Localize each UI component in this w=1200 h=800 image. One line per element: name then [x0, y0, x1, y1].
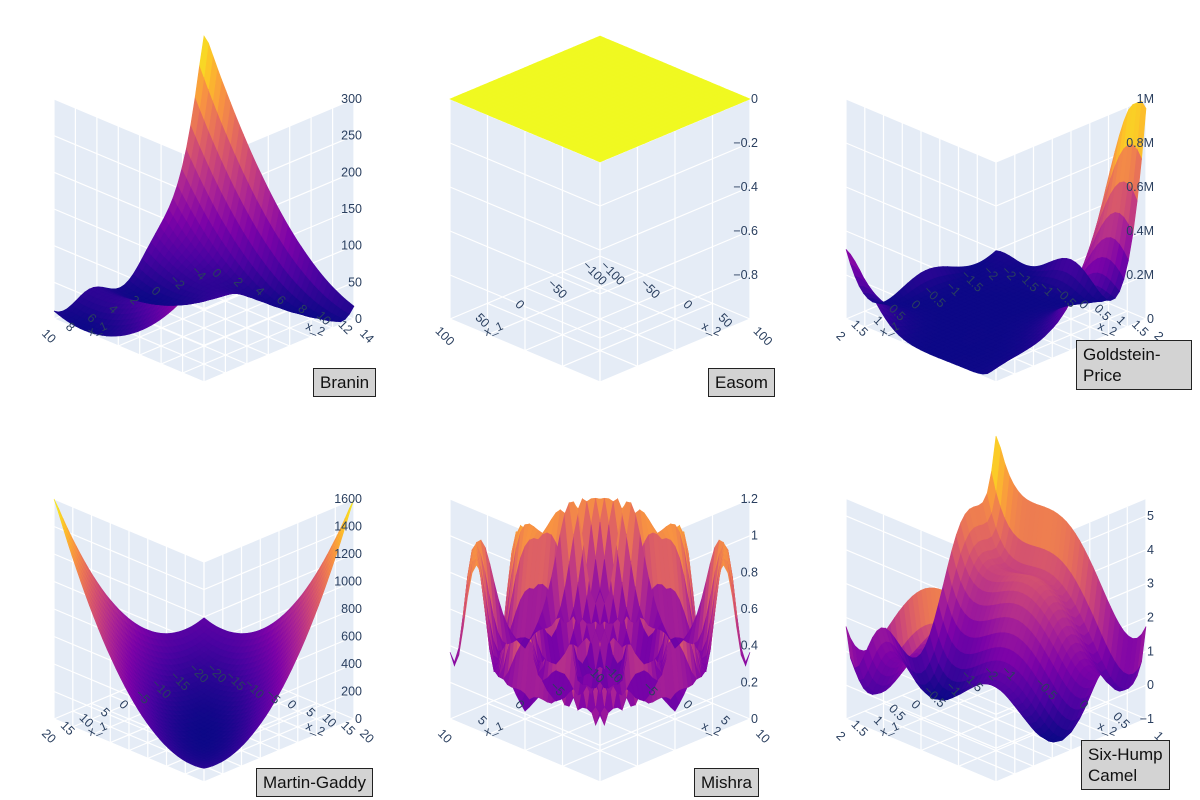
y-axis-title: x_2 — [304, 719, 327, 739]
x-axis-title: x_1 — [482, 319, 505, 339]
y-tick-label: 100 — [751, 324, 776, 349]
surface-cell — [990, 250, 1002, 256]
z-tick-label: 250 — [341, 129, 362, 143]
x-tick-label: 10 — [39, 326, 59, 346]
subplot-mishra[interactable]: −10 −5 0 5 10 −10 −5 0 5 10 0 0.2 0.4 0.6 0.8 1 1.2 x_1 x_… — [404, 408, 796, 800]
grid-line-z — [53, 718, 355, 783]
x-axis-title: x_1 — [86, 319, 109, 339]
grid-line-z — [449, 230, 751, 295]
grid-line-z — [53, 553, 355, 618]
z-tick-label: 0 — [1147, 312, 1154, 326]
z-tick-label: −0.8 — [733, 268, 758, 282]
y-tick-label: 20 — [357, 726, 377, 746]
z-tick-label: 600 — [341, 630, 362, 644]
z-tick-label: 400 — [341, 657, 362, 671]
z-tick-label: 0.2M — [1126, 268, 1154, 282]
grid-line-z — [449, 274, 751, 339]
z-tick-label: 0.8M — [1126, 136, 1154, 150]
z-tick-label: 1200 — [334, 547, 362, 561]
grid-line-y — [599, 162, 751, 383]
grid-line-y — [449, 99, 601, 320]
subplot-easom[interactable]: −100 −50 0 50 100 −100 −50 0 50 100 0 −0.2 −0.4 −0.6−… — [404, 8, 796, 400]
z-tick-label: 0 — [355, 312, 362, 326]
surface-mesh — [53, 498, 355, 769]
z-tick-label: −0.6 — [733, 224, 758, 238]
z-tick-label: 300 — [341, 92, 362, 106]
subplot-title: Martin-Gaddy — [256, 768, 373, 797]
z-tick-label: 1M — [1137, 92, 1154, 106]
z-tick-label: 0.6M — [1126, 180, 1154, 194]
z-tick-label: 200 — [341, 685, 362, 699]
grid-line-z — [845, 142, 1147, 207]
x-axis-title: x_1 — [86, 719, 109, 739]
grid-line-z — [449, 186, 751, 251]
surface-cell — [594, 35, 606, 41]
subplot-goldstein-price[interactable]: −2 −1.5 −1 −0.5 0 0.5 1 1.5 2 −2 −1.5 −1 −0.5 0 0.5 1 1.… — [800, 8, 1192, 400]
surface-mesh — [449, 35, 751, 163]
subplot-title: Branin — [313, 368, 377, 397]
x-axis-title: x_1 — [878, 319, 901, 339]
z-tick-label: 1600 — [334, 492, 362, 506]
grid-line-y — [486, 114, 638, 336]
z-tick-label: 0 — [751, 92, 758, 106]
subplot-martin-gaddy[interactable]: −20 −15 −10 −5 0 5 10 15 20 −20 −15 −10 −5 0 5 10 15 20 0 2… — [8, 408, 400, 800]
x-tick-label: 20 — [39, 726, 59, 746]
y-axis-title: x_2 — [700, 319, 723, 339]
grid-line-z — [449, 681, 751, 746]
surface-mesh — [449, 497, 751, 727]
grid-line-z — [53, 498, 355, 563]
easom-surface-plot[interactable]: −100−50050100−100−500501000−0.2−0.4−0.6−… — [404, 8, 796, 400]
z-tick-label: 1400 — [334, 520, 362, 534]
z-tick-label: 100 — [341, 239, 362, 253]
subplot-branin[interactable]: −4 −2 0 2 4 6 8 10 0 2 4 6 8 10 12 14 0 50 100 150 200 250 300… — [8, 8, 400, 400]
grid-line-z — [449, 718, 751, 783]
surface-cell — [199, 617, 209, 626]
y-axis-title: x_2 — [304, 319, 327, 339]
grid-line-z — [53, 318, 355, 383]
y-tick-label: 14 — [357, 326, 377, 346]
z-tick-label: 0.4M — [1126, 224, 1154, 238]
grid-line-z — [53, 525, 355, 591]
x-tick-label: 2 — [833, 329, 848, 344]
z-tick-label: 50 — [348, 275, 362, 289]
x-tick-label: 100 — [433, 324, 458, 349]
z-tick-label: 800 — [341, 602, 362, 616]
grid-line-z — [845, 98, 1147, 163]
z-tick-label: 1000 — [334, 575, 362, 589]
z-tick-label: −0.2 — [733, 136, 758, 150]
subplot-title: Goldstein-Price — [1076, 340, 1192, 390]
subplot-title: Easom — [708, 368, 775, 397]
surface-cell — [199, 35, 209, 78]
z-tick-label: 0 — [355, 712, 362, 726]
grid-line-z — [845, 186, 1147, 251]
z-tick-label: 200 — [341, 165, 362, 179]
z-tick-label: −0.4 — [733, 180, 758, 194]
grid-line-z — [449, 142, 751, 207]
surface-mesh — [53, 35, 355, 337]
grid-line-y — [524, 130, 676, 352]
surface-mesh — [845, 100, 1147, 375]
z-tick-label: 150 — [341, 202, 362, 216]
goldstein-price-surface-plot[interactable]: −2−1.5−1−0.500.511.52−2−1.5−1−0.50 0.5 1 1.… — [800, 8, 1192, 400]
grid-line-y — [561, 146, 713, 368]
grid-lines — [449, 98, 751, 383]
y-axis-title: x_2 — [1096, 319, 1119, 339]
